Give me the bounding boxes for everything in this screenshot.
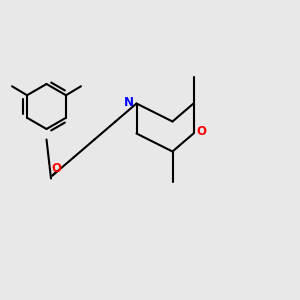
Text: N: N [124, 95, 134, 109]
Text: O: O [51, 161, 61, 175]
Text: O: O [196, 125, 206, 139]
